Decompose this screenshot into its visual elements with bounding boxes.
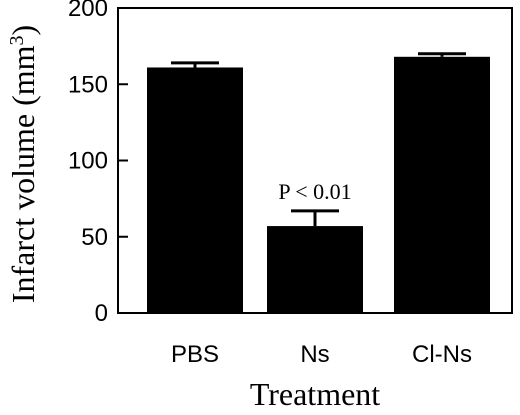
x-tick-label: PBS [171,341,219,368]
y-axis-title-superscript: 3 [6,35,28,45]
y-axis-ticks: 0 50 100 150 200 [68,0,128,327]
bars [147,56,490,314]
y-tick-label: 0 [95,300,108,327]
y-axis-title: Infarct volume (mm3) [5,25,41,303]
significance-annotation: P < 0.01 [278,179,351,204]
x-tick-label: Cl-Ns [412,341,472,368]
bar-cl-ns [394,56,490,314]
error-bars [171,52,466,227]
annotations: P < 0.01 [278,179,351,204]
y-axis-title-main: Infarct volume (mm [5,45,41,303]
y-tick-label: 50 [81,224,108,251]
x-tick-label: Ns [300,341,329,368]
bar-pbs [147,67,243,313]
bar-ns [267,226,363,313]
y-tick-label: 200 [68,0,108,22]
y-tick-label: 150 [68,71,108,98]
y-tick-label: 100 [68,148,108,175]
x-axis-tick-labels: PBS Ns Cl-Ns [171,341,472,368]
y-axis-title-suffix: ) [5,25,41,36]
x-axis-title: Treatment [250,376,380,412]
